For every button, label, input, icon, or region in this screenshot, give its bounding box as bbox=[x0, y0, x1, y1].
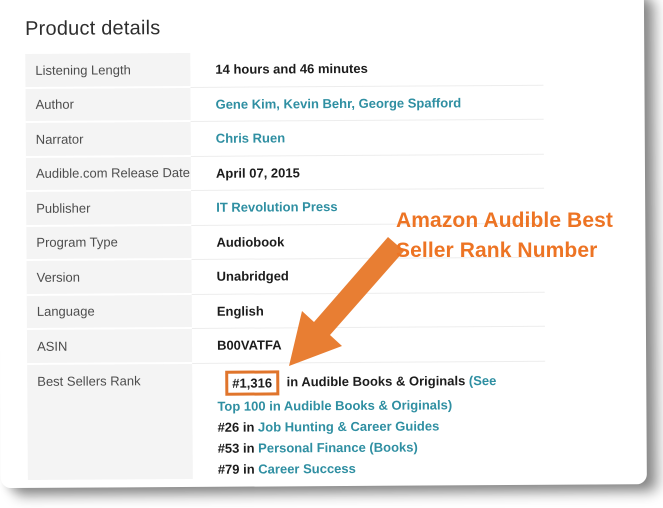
row-label: Narrator bbox=[25, 121, 191, 158]
rank-line-1-text: in Audible Books & Originals bbox=[282, 372, 469, 389]
rank-prefix: #53 in bbox=[217, 440, 259, 456]
category-link-personal-finance[interactable]: Personal Finance (Books) bbox=[258, 439, 418, 456]
listening-length-value: 14 hours and 46 minutes bbox=[215, 61, 368, 78]
rank-prefix: #79 in bbox=[217, 461, 259, 477]
table-row-language: Language English bbox=[26, 292, 545, 330]
row-label: Program Type bbox=[26, 225, 192, 261]
row-label: Listening Length bbox=[25, 52, 191, 89]
row-label: Version bbox=[26, 259, 192, 296]
rank-line-3: #26 in Job Hunting & Career Guides bbox=[217, 414, 545, 437]
rank-prefix: #26 in bbox=[217, 419, 259, 435]
page-title: Product details bbox=[25, 17, 161, 40]
callout-line-1: Amazon Audible Best bbox=[396, 209, 613, 232]
see-top-100-link[interactable]: (See bbox=[468, 372, 497, 388]
rank-line-2: Top 100 in Audible Books & Originals) bbox=[217, 393, 545, 416]
row-label: Language bbox=[26, 294, 192, 330]
asin-value: B00VATFA bbox=[216, 337, 282, 354]
row-label: Audible.com Release Date bbox=[25, 156, 192, 192]
rank-line-1: #1,316 in Audible Books & Originals (See bbox=[217, 368, 545, 396]
see-top-100-link-continued[interactable]: Top 100 in Audible Books & Originals) bbox=[217, 396, 453, 414]
category-link-career-success[interactable]: Career Success bbox=[258, 460, 356, 477]
callout-line-2: Seller Rank Number bbox=[396, 239, 598, 262]
language-value: English bbox=[216, 303, 264, 319]
release-date-value: April 07, 2015 bbox=[215, 165, 300, 181]
rank-number-highlight-box: #1,316 bbox=[225, 369, 280, 396]
version-value: Unabridged bbox=[216, 268, 289, 285]
row-label: Author bbox=[25, 87, 191, 123]
table-row-release-date: Audible.com Release Date April 07, 2015 bbox=[25, 154, 545, 192]
table-row-narrator: Narrator Chris Ruen bbox=[25, 119, 544, 158]
table-row-listening-length: Listening Length 14 hours and 46 minutes bbox=[25, 50, 544, 89]
author-links[interactable]: Gene Kim, Kevin Behr, George Spafford bbox=[215, 95, 462, 112]
row-label: Best Sellers Rank bbox=[27, 363, 193, 480]
narrator-link[interactable]: Chris Ruen bbox=[215, 130, 286, 147]
callout-annotation: Amazon Audible Best Seller Rank Number bbox=[396, 206, 613, 266]
program-type-value: Audiobook bbox=[216, 234, 285, 250]
table-row-asin: ASIN B00VATFA bbox=[26, 326, 546, 365]
publisher-link[interactable]: IT Revolution Press bbox=[216, 199, 338, 216]
table-row-best-sellers-rank: Best Sellers Rank #1,316 in Audible Book… bbox=[27, 361, 546, 480]
rank-line-5: #79 in Career Success bbox=[218, 456, 546, 479]
row-label: ASIN bbox=[26, 328, 193, 365]
row-label: Publisher bbox=[26, 190, 192, 227]
table-row-author: Author Gene Kim, Kevin Behr, George Spaf… bbox=[25, 85, 544, 123]
rank-line-4: #53 in Personal Finance (Books) bbox=[218, 435, 546, 458]
category-link-job-hunting[interactable]: Job Hunting & Career Guides bbox=[257, 417, 440, 435]
